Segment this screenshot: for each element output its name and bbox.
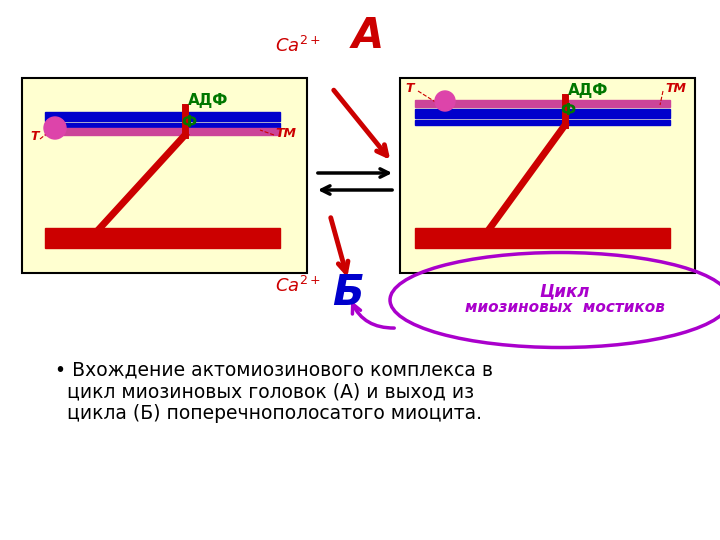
Bar xyxy=(415,109,670,118)
Text: АДФ: АДФ xyxy=(188,93,228,108)
Bar xyxy=(415,120,670,125)
Text: Ф: Ф xyxy=(181,115,196,130)
Bar xyxy=(45,112,280,121)
Text: АДФ: АДФ xyxy=(568,83,608,98)
Bar xyxy=(45,123,280,128)
Bar xyxy=(415,100,670,107)
Text: ТМ: ТМ xyxy=(275,127,296,140)
Circle shape xyxy=(44,117,66,139)
Text: $Ca^{2+}$: $Ca^{2+}$ xyxy=(275,36,321,56)
Text: $Ca^{2+}$: $Ca^{2+}$ xyxy=(275,276,321,296)
Text: цикл миозиновых головок (А) и выход из: цикл миозиновых головок (А) и выход из xyxy=(55,382,474,401)
Text: ТМ: ТМ xyxy=(665,82,686,95)
Circle shape xyxy=(435,91,455,111)
Text: • Вхождение актомиозинового комплекса в: • Вхождение актомиозинового комплекса в xyxy=(55,360,493,379)
Bar xyxy=(45,228,280,248)
Text: Т: Т xyxy=(30,130,38,143)
Bar xyxy=(400,78,695,273)
Bar xyxy=(22,78,307,273)
Text: миозиновых  мостиков: миозиновых мостиков xyxy=(465,300,665,315)
Text: Т: Т xyxy=(405,82,413,95)
Text: Цикл: Цикл xyxy=(540,283,590,301)
Bar xyxy=(415,228,670,248)
Text: цикла (Б) поперечнополосатого миоцита.: цикла (Б) поперечнополосатого миоцита. xyxy=(55,404,482,423)
Text: Ф: Ф xyxy=(560,103,575,118)
Text: A: A xyxy=(352,15,384,57)
Text: Б: Б xyxy=(332,272,364,314)
Bar xyxy=(45,128,280,135)
